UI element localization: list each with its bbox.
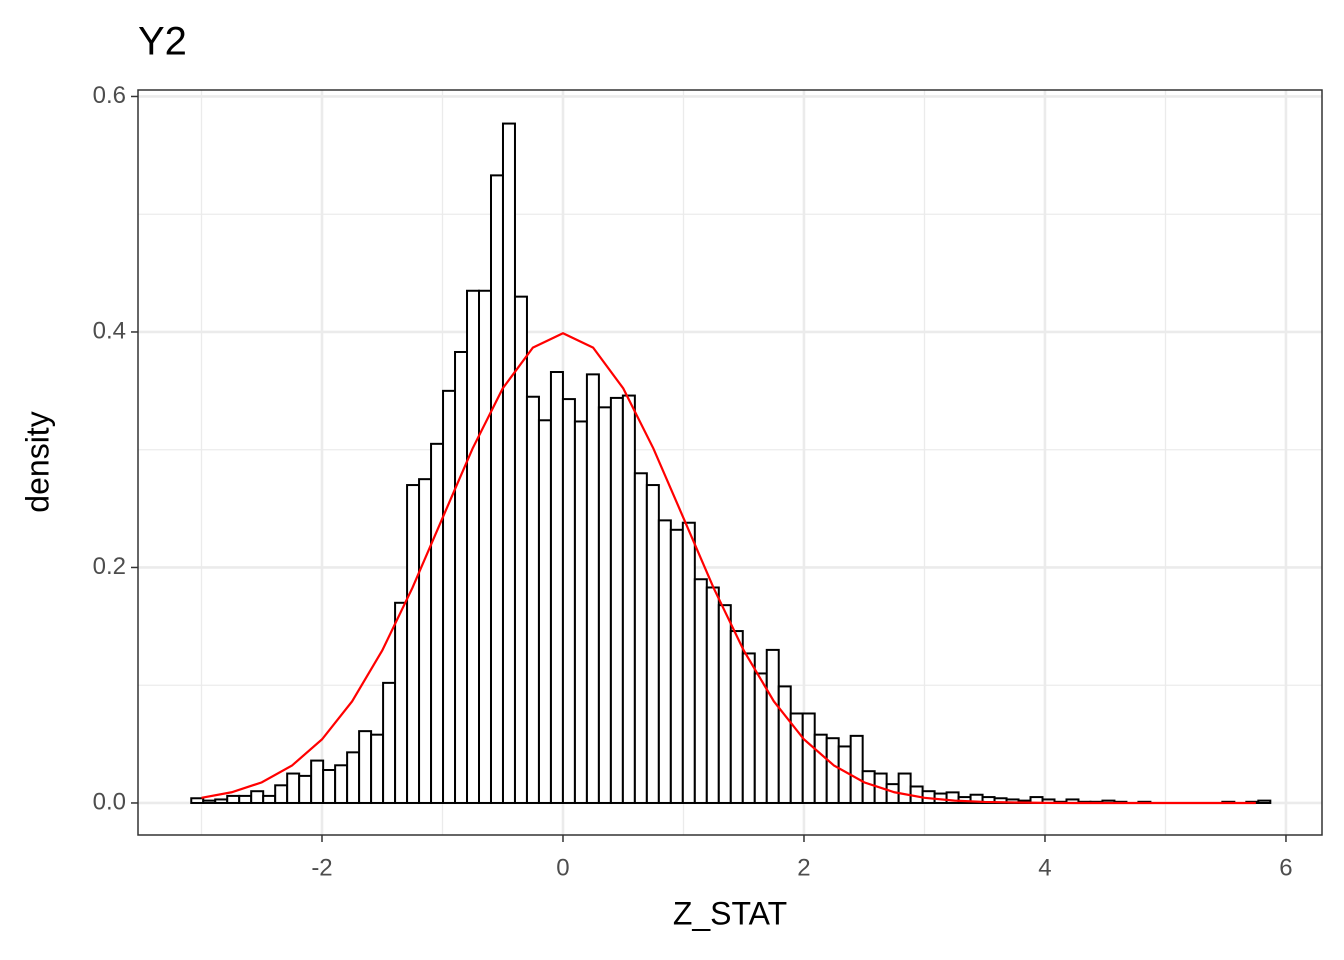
bar	[322, 769, 337, 804]
bar	[370, 733, 385, 804]
bar	[573, 420, 588, 804]
bar	[262, 794, 277, 804]
x-tick-label: -2	[311, 854, 332, 881]
bar	[585, 373, 600, 804]
bar	[202, 799, 217, 804]
bar	[561, 398, 576, 804]
y-axis-label: density	[19, 411, 55, 512]
bar	[190, 797, 205, 804]
bar	[717, 604, 732, 804]
bar	[513, 295, 528, 804]
bar	[753, 672, 768, 804]
bar	[825, 737, 840, 804]
bar	[478, 289, 492, 804]
bar	[466, 289, 481, 804]
bar	[729, 630, 744, 804]
bar	[406, 484, 421, 804]
bar	[741, 652, 756, 804]
chart-title: Y2	[138, 20, 187, 64]
bar	[418, 478, 433, 804]
bar	[645, 484, 660, 804]
bar	[777, 685, 792, 804]
bar	[705, 586, 720, 804]
x-tick-label: 4	[1038, 854, 1051, 881]
bar	[442, 389, 457, 804]
bar	[1257, 799, 1272, 804]
bar	[501, 122, 516, 804]
y-tick-label: 0.4	[93, 317, 126, 344]
x-axis-label: Z_STAT	[673, 895, 787, 931]
bar	[897, 772, 912, 804]
bar	[633, 472, 648, 804]
bar	[801, 712, 816, 804]
bar	[621, 394, 636, 804]
bar	[861, 770, 876, 804]
bar	[346, 751, 361, 804]
bar	[669, 528, 684, 804]
bar	[849, 734, 864, 804]
y-tick-label: 0.0	[93, 788, 126, 815]
bar	[789, 712, 804, 804]
bar	[681, 521, 696, 804]
bar	[765, 648, 780, 804]
bar	[489, 174, 504, 804]
bar	[382, 681, 397, 804]
bar	[226, 794, 241, 804]
bar	[358, 730, 373, 804]
bar	[286, 772, 301, 804]
bar	[430, 442, 445, 804]
bar	[298, 774, 313, 804]
bar	[537, 419, 552, 804]
bar	[609, 396, 624, 804]
density-curve	[201, 332, 1256, 805]
bar	[597, 406, 612, 804]
bar	[693, 578, 708, 804]
bar	[238, 794, 253, 804]
bar	[454, 350, 469, 804]
bar	[525, 395, 540, 804]
panel-border	[137, 89, 1323, 836]
bar	[813, 733, 828, 804]
y-tick-label: 0.2	[93, 553, 126, 580]
bar	[549, 371, 564, 804]
x-tick-label: 2	[797, 854, 810, 881]
x-tick-label: 6	[1279, 854, 1292, 881]
x-tick-label: 0	[556, 854, 569, 881]
bar	[394, 601, 409, 804]
bar	[250, 790, 265, 804]
bar	[657, 519, 672, 804]
y-tick-label: 0.6	[93, 82, 126, 109]
bar	[214, 798, 229, 804]
bar	[274, 784, 289, 804]
bar	[310, 759, 325, 804]
bar	[334, 764, 349, 804]
